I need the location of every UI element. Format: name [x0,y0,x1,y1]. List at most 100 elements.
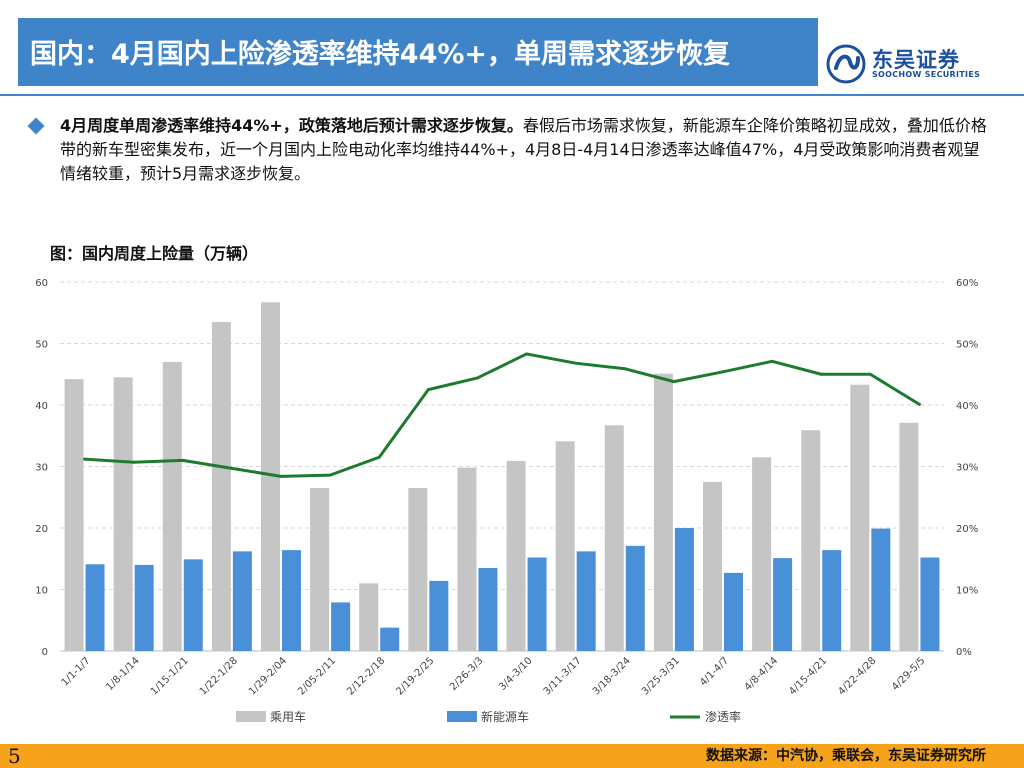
point-penetration [181,458,185,462]
brand-logo: 东吴证券 SOOCHOW SECURITIES [826,44,1016,86]
x-tick-label: 4/1-4/7 [698,655,731,688]
summary-body: 春假后市场需求恢复，新能源车企降价策略初显成效，叠加低价格带的新车型密集发布，近… [60,116,987,183]
y-left-tick-label: 20 [35,524,48,535]
x-tick-label: 3/4-3/10 [497,655,535,693]
x-tick-label: 2/05-2/11 [296,655,338,697]
bar-nev [576,551,596,651]
y-right-tick-label: 30% [956,463,978,474]
y-right-tick-label: 50% [956,340,978,351]
logo-mark-icon [826,44,866,84]
bar-nev [134,564,154,651]
bar-passenger [457,467,477,651]
bar-nev [478,567,498,651]
bar-nev [625,545,645,651]
bar-passenger [211,321,231,651]
bar-nev [282,550,301,651]
x-tick-label: 1/15-1/21 [149,655,191,697]
page-number: 5 [8,744,21,768]
bar-passenger [359,583,379,651]
x-tick-label: 4/29-5/5 [890,655,928,693]
summary-lead: 4月周度单周渗透率维持44%+，政策落地后预计需求逐步恢复。 [60,116,523,135]
weekly-registration-chart: 0 10 20 30 40 50 60 0% 10% 20% 30% 40% 50% 60% 1/1-1/7… [35,278,978,724]
bar-passenger [604,425,624,651]
diamond-bullet-icon [27,117,45,135]
figure-title: 图：国内周度上险量（万辆） [50,244,259,263]
legend-swatch-nev [447,711,477,722]
bar-passenger [162,361,182,651]
point-penetration [132,460,136,464]
point-penetration [279,474,283,478]
point-penetration [377,455,381,459]
bar-passenger [64,379,84,651]
bar-passenger [408,488,428,651]
x-tick-label: 1/22-1/28 [198,655,240,697]
y-left-tick-label: 0 [42,647,48,658]
point-penetration [574,361,578,365]
x-tick-label: 3/11-3/17 [542,655,584,697]
bar-nev [920,557,940,651]
bar-passenger [752,457,772,651]
x-tick-label: 1/1-1/7 [60,655,93,688]
bar-passenger [113,377,133,651]
bar-passenger [850,384,870,651]
legend-label-penetration: 渗透率 [705,709,741,724]
legend-label-nev: 新能源车 [481,709,529,724]
point-penetration [475,376,479,380]
x-tick-label: 4/15-4/21 [787,655,829,697]
bar-passenger [703,481,722,651]
bar-nev [724,572,743,651]
y-right-tick-label: 60% [956,278,978,289]
bar-nev [773,558,793,651]
point-penetration [328,473,332,477]
x-tick-label: 3/18-3/24 [591,655,633,697]
bar-nev [232,551,252,651]
bar-passenger [555,441,575,651]
bar-nev [822,550,842,651]
logo-text-en: SOOCHOW SECURITIES [872,70,981,79]
y-right-tick-label: 10% [956,586,978,597]
x-tick-label: 2/26-3/3 [448,655,486,693]
point-penetration [868,372,872,376]
point-penetration [230,466,234,470]
bar-nev [85,564,105,651]
y-left-tick-label: 50 [35,340,48,351]
legend-label-passenger: 乘用车 [270,709,306,724]
bar-nev [527,557,547,651]
point-penetration [623,367,627,371]
x-tick-label: 4/8-4/14 [743,655,781,693]
line-penetration [84,352,921,478]
point-penetration [917,402,921,406]
bar-passenger [653,373,673,651]
point-penetration [672,380,676,384]
summary-paragraph: 4月周度单周渗透率维持44%+，政策落地后预计需求逐步恢复。春假后市场需求恢复，… [60,114,995,186]
x-tick-label: 4/22-4/28 [836,655,878,697]
x-tick-label: 3/25-3/31 [640,655,682,697]
bar-nev [429,580,449,651]
bar-nev [331,602,351,651]
y-right-tick-label: 0% [956,647,972,658]
point-penetration [721,370,725,374]
point-penetration [525,352,529,356]
footer-bar: 5 数据来源：中汽协，乘联会，东吴证券研究所 [0,744,1024,768]
bar-nev [183,559,203,651]
y-left-tick-label: 60 [35,278,48,289]
point-penetration [819,372,823,376]
bar-nev [380,627,400,651]
header-divider [0,94,1024,96]
bar-passenger [506,460,526,651]
y-right-tick-label: 40% [956,401,978,412]
legend-swatch-passenger [236,711,266,722]
y-left-tick-label: 30 [35,463,48,474]
x-tick-label: 2/19-2/25 [394,655,436,697]
x-tick-label: 1/8-1/14 [104,655,142,693]
point-penetration [426,388,430,392]
page-title: 国内：4月国内上险渗透率维持44%+，单周需求逐步恢复 [30,39,731,70]
point-penetration [83,457,87,461]
y-left-tick-label: 40 [35,401,48,412]
data-source: 数据来源：中汽协，乘联会，东吴证券研究所 [706,748,986,764]
y-right-tick-label: 20% [956,524,978,535]
bar-nev [674,528,694,651]
logo-text-cn: 东吴证券 [872,48,960,72]
bar-passenger [310,488,330,651]
point-penetration [770,359,774,363]
